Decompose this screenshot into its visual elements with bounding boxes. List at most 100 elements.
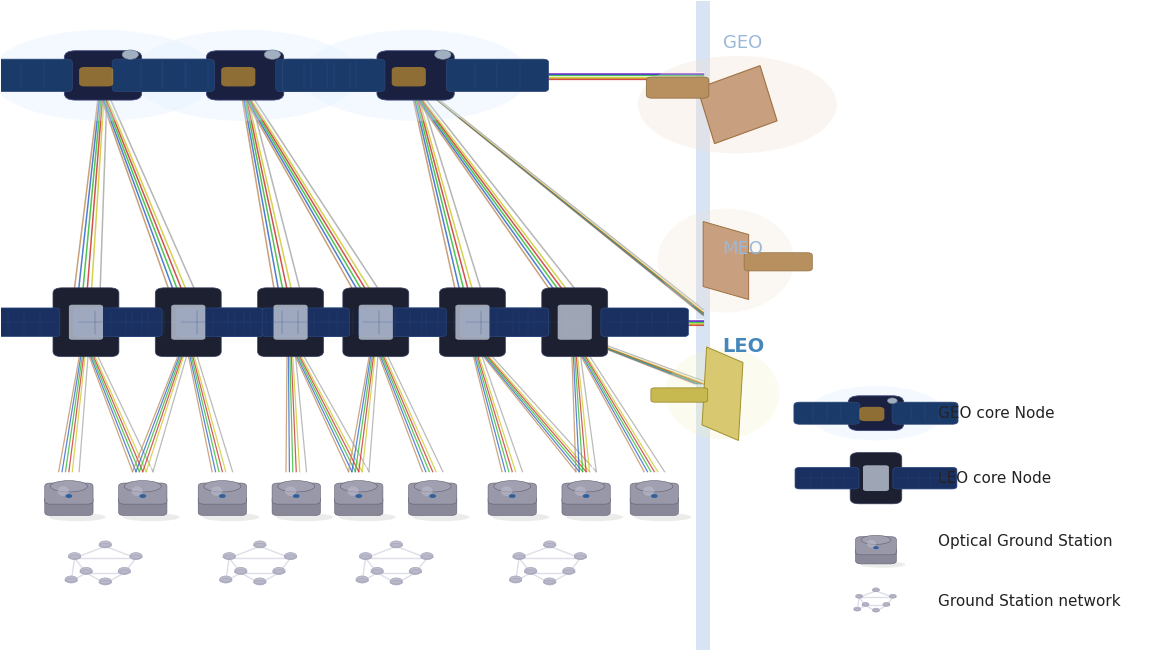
FancyBboxPatch shape	[499, 308, 586, 337]
Circle shape	[264, 50, 280, 59]
Wedge shape	[543, 543, 556, 547]
Circle shape	[563, 568, 575, 574]
FancyBboxPatch shape	[358, 308, 447, 337]
FancyBboxPatch shape	[272, 496, 320, 516]
Circle shape	[235, 568, 247, 574]
FancyBboxPatch shape	[335, 496, 383, 516]
Circle shape	[273, 568, 285, 574]
FancyBboxPatch shape	[119, 483, 167, 504]
Circle shape	[285, 553, 297, 560]
Polygon shape	[702, 347, 743, 441]
Wedge shape	[409, 570, 422, 574]
FancyBboxPatch shape	[408, 483, 457, 504]
Wedge shape	[862, 603, 869, 606]
FancyBboxPatch shape	[488, 483, 536, 504]
Circle shape	[65, 576, 77, 583]
Ellipse shape	[808, 386, 944, 441]
FancyBboxPatch shape	[53, 288, 119, 357]
FancyBboxPatch shape	[447, 59, 549, 92]
Text: GEO core Node: GEO core Node	[939, 406, 1055, 421]
Ellipse shape	[131, 30, 358, 121]
Wedge shape	[509, 578, 522, 582]
FancyBboxPatch shape	[795, 467, 859, 489]
Circle shape	[359, 553, 372, 560]
FancyBboxPatch shape	[0, 308, 59, 337]
Circle shape	[435, 50, 451, 59]
Circle shape	[509, 576, 522, 583]
Circle shape	[409, 568, 421, 574]
FancyBboxPatch shape	[850, 452, 901, 504]
Circle shape	[219, 494, 226, 498]
Wedge shape	[390, 580, 402, 584]
Wedge shape	[254, 543, 266, 547]
Ellipse shape	[338, 513, 395, 521]
FancyBboxPatch shape	[744, 253, 812, 271]
FancyBboxPatch shape	[461, 308, 549, 337]
FancyBboxPatch shape	[69, 305, 104, 340]
Circle shape	[583, 494, 590, 498]
FancyBboxPatch shape	[112, 59, 214, 92]
Wedge shape	[563, 570, 576, 574]
FancyBboxPatch shape	[488, 496, 536, 516]
Circle shape	[883, 602, 890, 606]
Ellipse shape	[566, 513, 623, 521]
FancyBboxPatch shape	[74, 308, 162, 337]
Ellipse shape	[637, 56, 836, 154]
Text: LEO core Node: LEO core Node	[939, 471, 1051, 486]
FancyBboxPatch shape	[558, 305, 592, 340]
Wedge shape	[254, 580, 266, 584]
Wedge shape	[356, 578, 369, 582]
FancyBboxPatch shape	[134, 59, 236, 92]
Circle shape	[99, 541, 112, 548]
Ellipse shape	[211, 486, 222, 496]
FancyBboxPatch shape	[79, 67, 113, 87]
Ellipse shape	[277, 513, 333, 521]
Wedge shape	[854, 609, 861, 611]
Ellipse shape	[568, 480, 605, 492]
Wedge shape	[359, 555, 372, 559]
Circle shape	[543, 578, 556, 585]
FancyBboxPatch shape	[44, 496, 93, 516]
FancyBboxPatch shape	[848, 396, 904, 430]
Ellipse shape	[634, 513, 691, 521]
Wedge shape	[69, 555, 81, 559]
Circle shape	[390, 541, 402, 548]
Ellipse shape	[413, 513, 470, 521]
FancyBboxPatch shape	[647, 77, 709, 98]
FancyBboxPatch shape	[272, 483, 320, 504]
FancyBboxPatch shape	[156, 288, 221, 357]
FancyBboxPatch shape	[276, 59, 378, 92]
Circle shape	[80, 568, 92, 574]
Circle shape	[356, 576, 369, 583]
Wedge shape	[65, 578, 78, 582]
FancyBboxPatch shape	[402, 308, 490, 337]
Circle shape	[508, 494, 515, 498]
Ellipse shape	[202, 513, 259, 521]
Wedge shape	[872, 609, 879, 612]
FancyBboxPatch shape	[316, 308, 405, 337]
Wedge shape	[223, 555, 236, 559]
Circle shape	[356, 494, 362, 498]
Circle shape	[854, 607, 861, 611]
Wedge shape	[371, 570, 384, 574]
FancyBboxPatch shape	[335, 483, 383, 504]
Circle shape	[872, 608, 879, 612]
FancyBboxPatch shape	[262, 308, 350, 337]
Wedge shape	[890, 596, 897, 598]
Wedge shape	[235, 570, 248, 574]
Ellipse shape	[861, 535, 891, 544]
FancyBboxPatch shape	[214, 308, 302, 337]
Wedge shape	[284, 555, 297, 559]
Ellipse shape	[204, 480, 241, 492]
Text: GEO: GEO	[722, 34, 762, 52]
Wedge shape	[883, 603, 890, 606]
Ellipse shape	[57, 486, 69, 496]
Wedge shape	[543, 580, 556, 584]
FancyBboxPatch shape	[358, 305, 393, 340]
Circle shape	[887, 398, 897, 404]
Ellipse shape	[414, 480, 451, 492]
Circle shape	[293, 494, 300, 498]
FancyBboxPatch shape	[562, 496, 611, 516]
FancyBboxPatch shape	[177, 308, 264, 337]
FancyBboxPatch shape	[440, 288, 506, 357]
